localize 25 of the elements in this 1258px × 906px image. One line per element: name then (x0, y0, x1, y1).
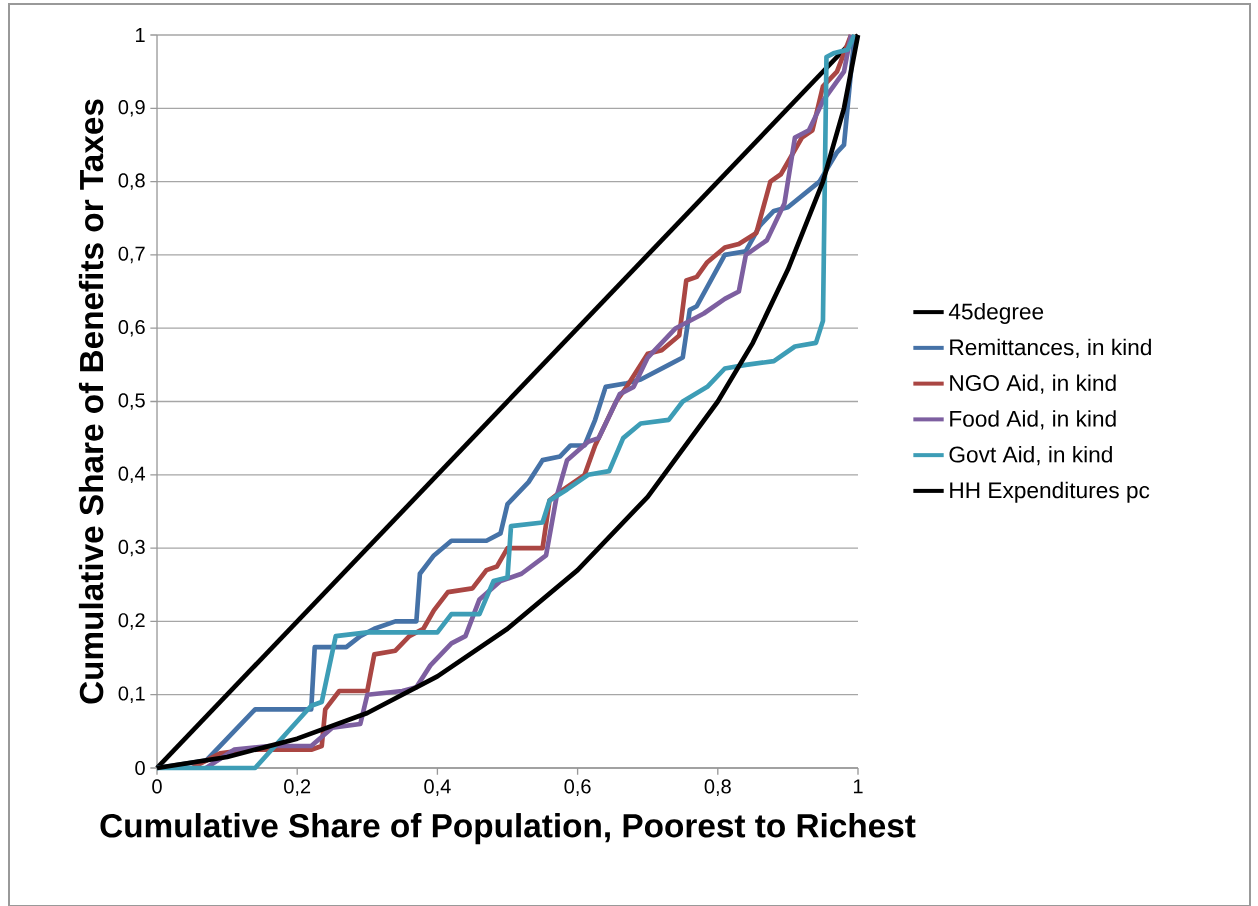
y-tick-label: 0,1 (118, 686, 145, 703)
x-tick-label: 1 (853, 779, 863, 794)
y-tick-label: 0,3 (118, 539, 145, 557)
x-tick-label: 0,8 (704, 779, 731, 796)
y-tick-label: 0,7 (118, 246, 145, 264)
legend-label: HH Expenditures pc (950, 481, 1150, 503)
x-axis-title: Cumulative Share of Population, Poorest to Richest (100, 813, 916, 845)
legend-label: Govt Aid, in kind (949, 445, 1112, 466)
y-tick-label: 0,4 (118, 466, 146, 484)
legend-label: 45degree (948, 302, 1044, 325)
y-tick-label: 1 (136, 28, 145, 42)
y-tick-label: 0,8 (118, 173, 145, 190)
legend-label: Remittances, in kind (950, 338, 1151, 358)
legend-label: Food Aid, in kind (950, 410, 1116, 430)
legend-label: NGO Aid, in kind (950, 374, 1116, 394)
y-tick-label: 0,5 (118, 393, 145, 410)
x-tick-label: 0,4 (424, 779, 451, 796)
x-tick-label: 0 (152, 779, 162, 794)
x-tick-label: 0,6 (564, 779, 591, 796)
y-tick-label: 0,2 (118, 613, 145, 630)
y-tick-label: 0,6 (118, 319, 145, 337)
y-axis-title: Cumulative Share of Benefits or Taxes (78, 99, 104, 704)
y-tick-label: 0,9 (118, 100, 145, 117)
x-tick-label: 0,2 (284, 779, 311, 796)
y-tick-label: 0 (135, 760, 145, 776)
